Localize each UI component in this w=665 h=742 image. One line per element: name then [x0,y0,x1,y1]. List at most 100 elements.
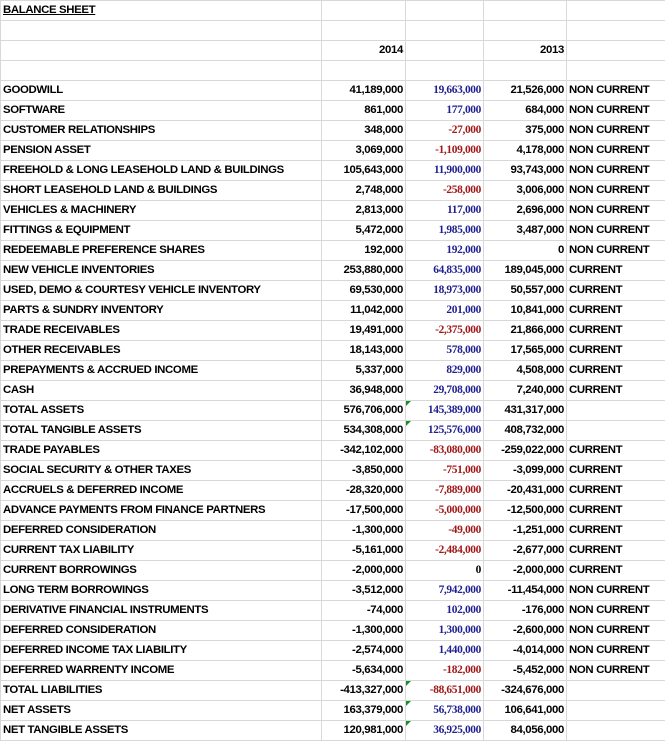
value-2014-cell[interactable]: 2,813,000 [321,200,406,221]
empty-cell[interactable] [566,0,665,21]
value-2013-cell[interactable]: 21,526,000 [483,80,567,101]
classification-cell[interactable]: CURRENT [566,460,665,481]
row-label-cell[interactable]: TOTAL ASSETS [0,400,322,421]
classification-cell[interactable]: CURRENT [566,280,665,301]
value-2014-cell[interactable]: 5,472,000 [321,220,406,241]
classification-cell[interactable]: NON CURRENT [566,220,665,241]
classification-cell[interactable]: CURRENT [566,560,665,581]
row-label-cell[interactable]: SOFTWARE [0,100,322,121]
change-cell[interactable]: -88,651,000 [405,680,484,701]
empty-cell[interactable] [321,0,406,21]
row-label-cell[interactable]: NEW VEHICLE INVENTORIES [0,260,322,281]
value-2013-cell[interactable]: -4,014,000 [483,640,567,661]
classification-cell[interactable]: NON CURRENT [566,600,665,621]
value-2014-cell[interactable]: -3,512,000 [321,580,406,601]
value-2013-cell[interactable]: 189,045,000 [483,260,567,281]
row-label-cell[interactable]: DERIVATIVE FINANCIAL INSTRUMENTS [0,600,322,621]
empty-cell[interactable] [483,60,567,81]
row-label-cell[interactable]: PREPAYMENTS & ACCRUED INCOME [0,360,322,381]
change-cell[interactable]: -5,000,000 [405,500,484,521]
row-label-cell[interactable]: VEHICLES & MACHINERY [0,200,322,221]
change-cell[interactable]: 1,440,000 [405,640,484,661]
row-label-cell[interactable]: CURRENT TAX LIABILITY [0,540,322,561]
classification-cell[interactable]: NON CURRENT [566,660,665,681]
row-label-cell[interactable]: TRADE RECEIVABLES [0,320,322,341]
empty-cell[interactable] [405,0,484,21]
value-2014-cell[interactable]: 2,748,000 [321,180,406,201]
empty-cell[interactable] [405,40,484,61]
change-cell[interactable]: 201,000 [405,300,484,321]
classification-cell[interactable]: NON CURRENT [566,120,665,141]
row-label-cell[interactable]: OTHER RECEIVABLES [0,340,322,361]
value-2013-cell[interactable]: 84,056,000 [483,720,567,741]
value-2013-cell[interactable]: -2,600,000 [483,620,567,641]
classification-cell[interactable] [566,720,665,741]
empty-cell[interactable] [483,0,567,21]
row-label-cell[interactable]: PARTS & SUNDRY INVENTORY [0,300,322,321]
row-label-cell[interactable]: TRADE PAYABLES [0,440,322,461]
classification-cell[interactable]: CURRENT [566,540,665,561]
classification-cell[interactable] [566,420,665,441]
change-cell[interactable]: 64,835,000 [405,260,484,281]
row-label-cell[interactable]: ACCRUELS & DEFERRED INCOME [0,480,322,501]
value-2013-cell[interactable]: 431,317,000 [483,400,567,421]
value-2013-cell[interactable]: 7,240,000 [483,380,567,401]
classification-cell[interactable] [566,400,665,421]
value-2013-cell[interactable]: -20,431,000 [483,480,567,501]
change-cell[interactable]: 18,973,000 [405,280,484,301]
value-2013-cell[interactable]: -1,251,000 [483,520,567,541]
change-cell[interactable]: 0 [405,560,484,581]
year-prior-header[interactable]: 2013 [483,40,567,61]
change-cell[interactable]: 19,663,000 [405,80,484,101]
classification-cell[interactable]: NON CURRENT [566,580,665,601]
value-2014-cell[interactable]: -17,500,000 [321,500,406,521]
empty-cell[interactable] [483,20,567,41]
empty-cell[interactable] [405,60,484,81]
change-cell[interactable]: 829,000 [405,360,484,381]
classification-cell[interactable]: CURRENT [566,320,665,341]
row-label-cell[interactable]: SHORT LEASEHOLD LAND & BUILDINGS [0,180,322,201]
value-2014-cell[interactable]: 11,042,000 [321,300,406,321]
classification-cell[interactable]: NON CURRENT [566,160,665,181]
row-label-cell[interactable]: FREEHOLD & LONG LEASEHOLD LAND & BUILDIN… [0,160,322,181]
row-label-cell[interactable]: NET ASSETS [0,700,322,721]
value-2014-cell[interactable]: -5,161,000 [321,540,406,561]
value-2013-cell[interactable]: 3,006,000 [483,180,567,201]
row-label-cell[interactable]: REDEEMABLE PREFERENCE SHARES [0,240,322,261]
value-2013-cell[interactable]: -2,000,000 [483,560,567,581]
value-2014-cell[interactable]: -1,300,000 [321,520,406,541]
classification-cell[interactable]: NON CURRENT [566,620,665,641]
empty-cell[interactable] [566,40,665,61]
value-2013-cell[interactable]: 17,565,000 [483,340,567,361]
classification-cell[interactable]: CURRENT [566,380,665,401]
empty-cell[interactable] [0,20,322,41]
value-2014-cell[interactable]: 105,643,000 [321,160,406,181]
value-2013-cell[interactable]: -5,452,000 [483,660,567,681]
empty-cell[interactable] [405,20,484,41]
value-2014-cell[interactable]: 19,491,000 [321,320,406,341]
change-cell[interactable]: -1,109,000 [405,140,484,161]
value-2014-cell[interactable]: 163,379,000 [321,700,406,721]
row-label-cell[interactable]: DEFERRED INCOME TAX LIABILITY [0,640,322,661]
row-label-cell[interactable]: DEFERRED WARRENTY INCOME [0,660,322,681]
change-cell[interactable]: 192,000 [405,240,484,261]
value-2013-cell[interactable]: 408,732,000 [483,420,567,441]
change-cell[interactable]: -751,000 [405,460,484,481]
value-2014-cell[interactable]: -3,850,000 [321,460,406,481]
value-2014-cell[interactable]: -2,000,000 [321,560,406,581]
empty-cell[interactable] [566,60,665,81]
empty-cell[interactable] [321,20,406,41]
value-2013-cell[interactable]: -3,099,000 [483,460,567,481]
classification-cell[interactable]: CURRENT [566,440,665,461]
classification-cell[interactable]: NON CURRENT [566,140,665,161]
value-2014-cell[interactable]: 69,530,000 [321,280,406,301]
value-2013-cell[interactable]: -11,454,000 [483,580,567,601]
empty-cell[interactable] [0,40,322,61]
change-cell[interactable]: 1,985,000 [405,220,484,241]
sheet-title-cell[interactable]: BALANCE SHEET [0,0,322,21]
value-2013-cell[interactable]: 106,641,000 [483,700,567,721]
change-cell[interactable]: -7,889,000 [405,480,484,501]
change-cell[interactable]: -83,080,000 [405,440,484,461]
value-2014-cell[interactable]: -74,000 [321,600,406,621]
value-2014-cell[interactable]: 253,880,000 [321,260,406,281]
